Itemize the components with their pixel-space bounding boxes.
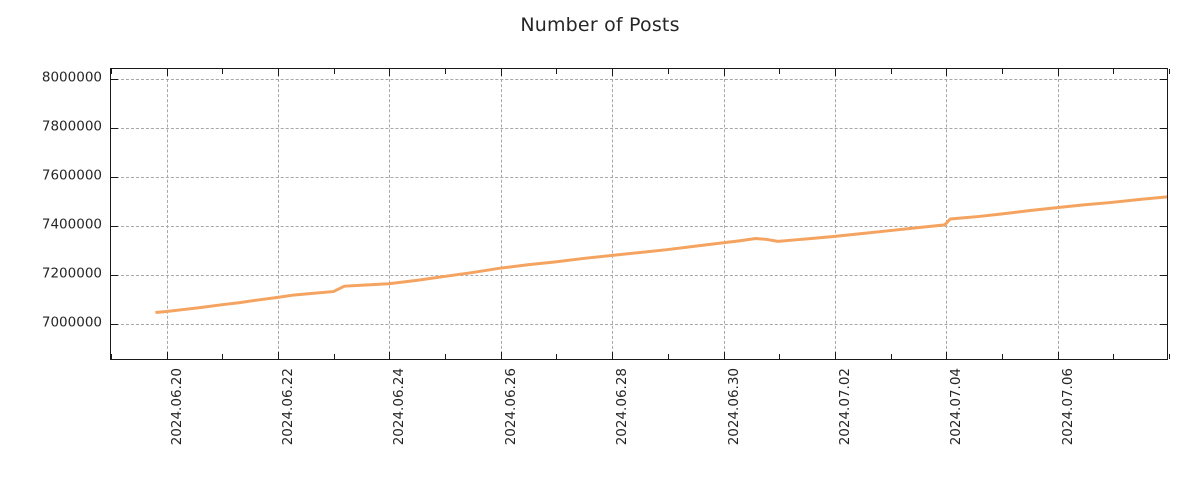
x-axis-minor-tick — [1001, 69, 1003, 74]
gridline-vertical — [166, 69, 168, 359]
x-axis-minor-tick — [333, 354, 335, 359]
plot-area — [110, 68, 1170, 360]
y-axis-tick — [111, 78, 118, 80]
y-axis-tick-label: 7000000 — [41, 314, 102, 331]
gridline-vertical — [278, 69, 280, 359]
y-axis-tick — [111, 274, 118, 276]
gridline-vertical — [1057, 69, 1059, 359]
x-axis-tick — [723, 352, 725, 359]
x-axis-tick — [946, 69, 948, 76]
x-axis-tick — [834, 352, 836, 359]
x-axis-minor-tick — [1001, 354, 1003, 359]
x-axis-tick — [946, 352, 948, 359]
x-axis-tick-label: 2024.06.30 — [725, 368, 742, 446]
gridline-horizontal — [111, 225, 1167, 227]
x-axis-tick-label: 2024.06.22 — [280, 368, 297, 446]
x-axis-minor-tick — [890, 354, 892, 359]
x-axis-tick — [1057, 352, 1059, 359]
y-axis-tick-label: 7800000 — [41, 118, 102, 135]
chart-title: Number of Posts — [520, 14, 680, 36]
x-axis-tick-label: 2024.06.24 — [391, 368, 408, 446]
x-axis-tick-label: 2024.06.28 — [614, 368, 631, 446]
data-series-line — [155, 195, 1167, 314]
gridline-vertical — [389, 69, 391, 359]
x-axis-minor-tick — [333, 69, 335, 74]
x-axis-minor-tick — [556, 69, 558, 74]
y-axis-tick-label: 7200000 — [41, 265, 102, 282]
gridline-horizontal — [111, 323, 1167, 325]
y-axis-tick — [111, 176, 118, 178]
x-axis-tick — [500, 69, 502, 76]
x-axis-minor-tick — [1113, 354, 1115, 359]
x-axis-minor-tick — [222, 354, 224, 359]
x-axis-minor-tick — [667, 69, 669, 74]
x-axis-tick — [389, 69, 391, 76]
y-axis-tick-label: 7400000 — [41, 216, 102, 233]
x-axis-minor-tick — [556, 354, 558, 359]
x-axis-minor-tick — [222, 69, 224, 74]
x-axis-minor-tick — [1169, 354, 1170, 359]
y-axis-tick — [111, 127, 118, 129]
gridline-horizontal — [111, 78, 1167, 80]
gridline-vertical — [946, 69, 948, 359]
x-axis-tick — [500, 352, 502, 359]
gridline-horizontal — [111, 176, 1167, 178]
gridline-vertical — [834, 69, 836, 359]
x-axis-tick — [166, 352, 168, 359]
y-axis-tick-label: 7600000 — [41, 167, 102, 184]
x-axis-tick-label: 2024.07.04 — [948, 368, 965, 446]
x-axis-minor-tick — [1169, 69, 1170, 74]
x-axis-tick-label: 2024.07.02 — [836, 368, 853, 446]
x-axis-minor-tick — [890, 69, 892, 74]
x-axis-tick — [1057, 69, 1059, 76]
x-axis-tick-label: 2024.07.06 — [1059, 368, 1076, 446]
x-axis-tick — [389, 352, 391, 359]
x-axis-minor-tick — [779, 69, 781, 74]
y-axis-tick — [1160, 274, 1167, 276]
x-axis-minor-tick — [445, 354, 447, 359]
x-axis-tick — [278, 352, 280, 359]
x-axis-minor-tick — [667, 354, 669, 359]
x-axis-minor-tick — [111, 69, 112, 74]
x-axis-minor-tick — [111, 354, 112, 359]
y-axis-tick — [1160, 323, 1167, 325]
plot-inner — [111, 69, 1167, 359]
x-axis-tick — [834, 69, 836, 76]
x-axis-tick — [166, 69, 168, 76]
y-axis-tick-label: 8000000 — [41, 69, 102, 86]
gridline-vertical — [612, 69, 614, 359]
y-axis-tick — [1160, 225, 1167, 227]
gridline-horizontal — [111, 127, 1167, 129]
y-axis-tick — [1160, 78, 1167, 80]
gridline-vertical — [500, 69, 502, 359]
gridline-horizontal — [111, 274, 1167, 276]
x-axis-minor-tick — [779, 354, 781, 359]
x-axis-minor-tick — [1113, 69, 1115, 74]
x-axis-minor-tick — [445, 69, 447, 74]
x-axis-tick — [723, 69, 725, 76]
y-axis-tick — [111, 323, 118, 325]
y-axis-tick — [1160, 127, 1167, 129]
y-axis-tick — [1160, 176, 1167, 178]
gridline-vertical — [723, 69, 725, 359]
x-axis-tick-label: 2024.06.20 — [168, 368, 185, 446]
x-axis-tick — [612, 352, 614, 359]
x-axis-tick — [278, 69, 280, 76]
y-axis-tick — [111, 225, 118, 227]
x-axis-tick — [612, 69, 614, 76]
x-axis-tick-label: 2024.06.26 — [502, 368, 519, 446]
